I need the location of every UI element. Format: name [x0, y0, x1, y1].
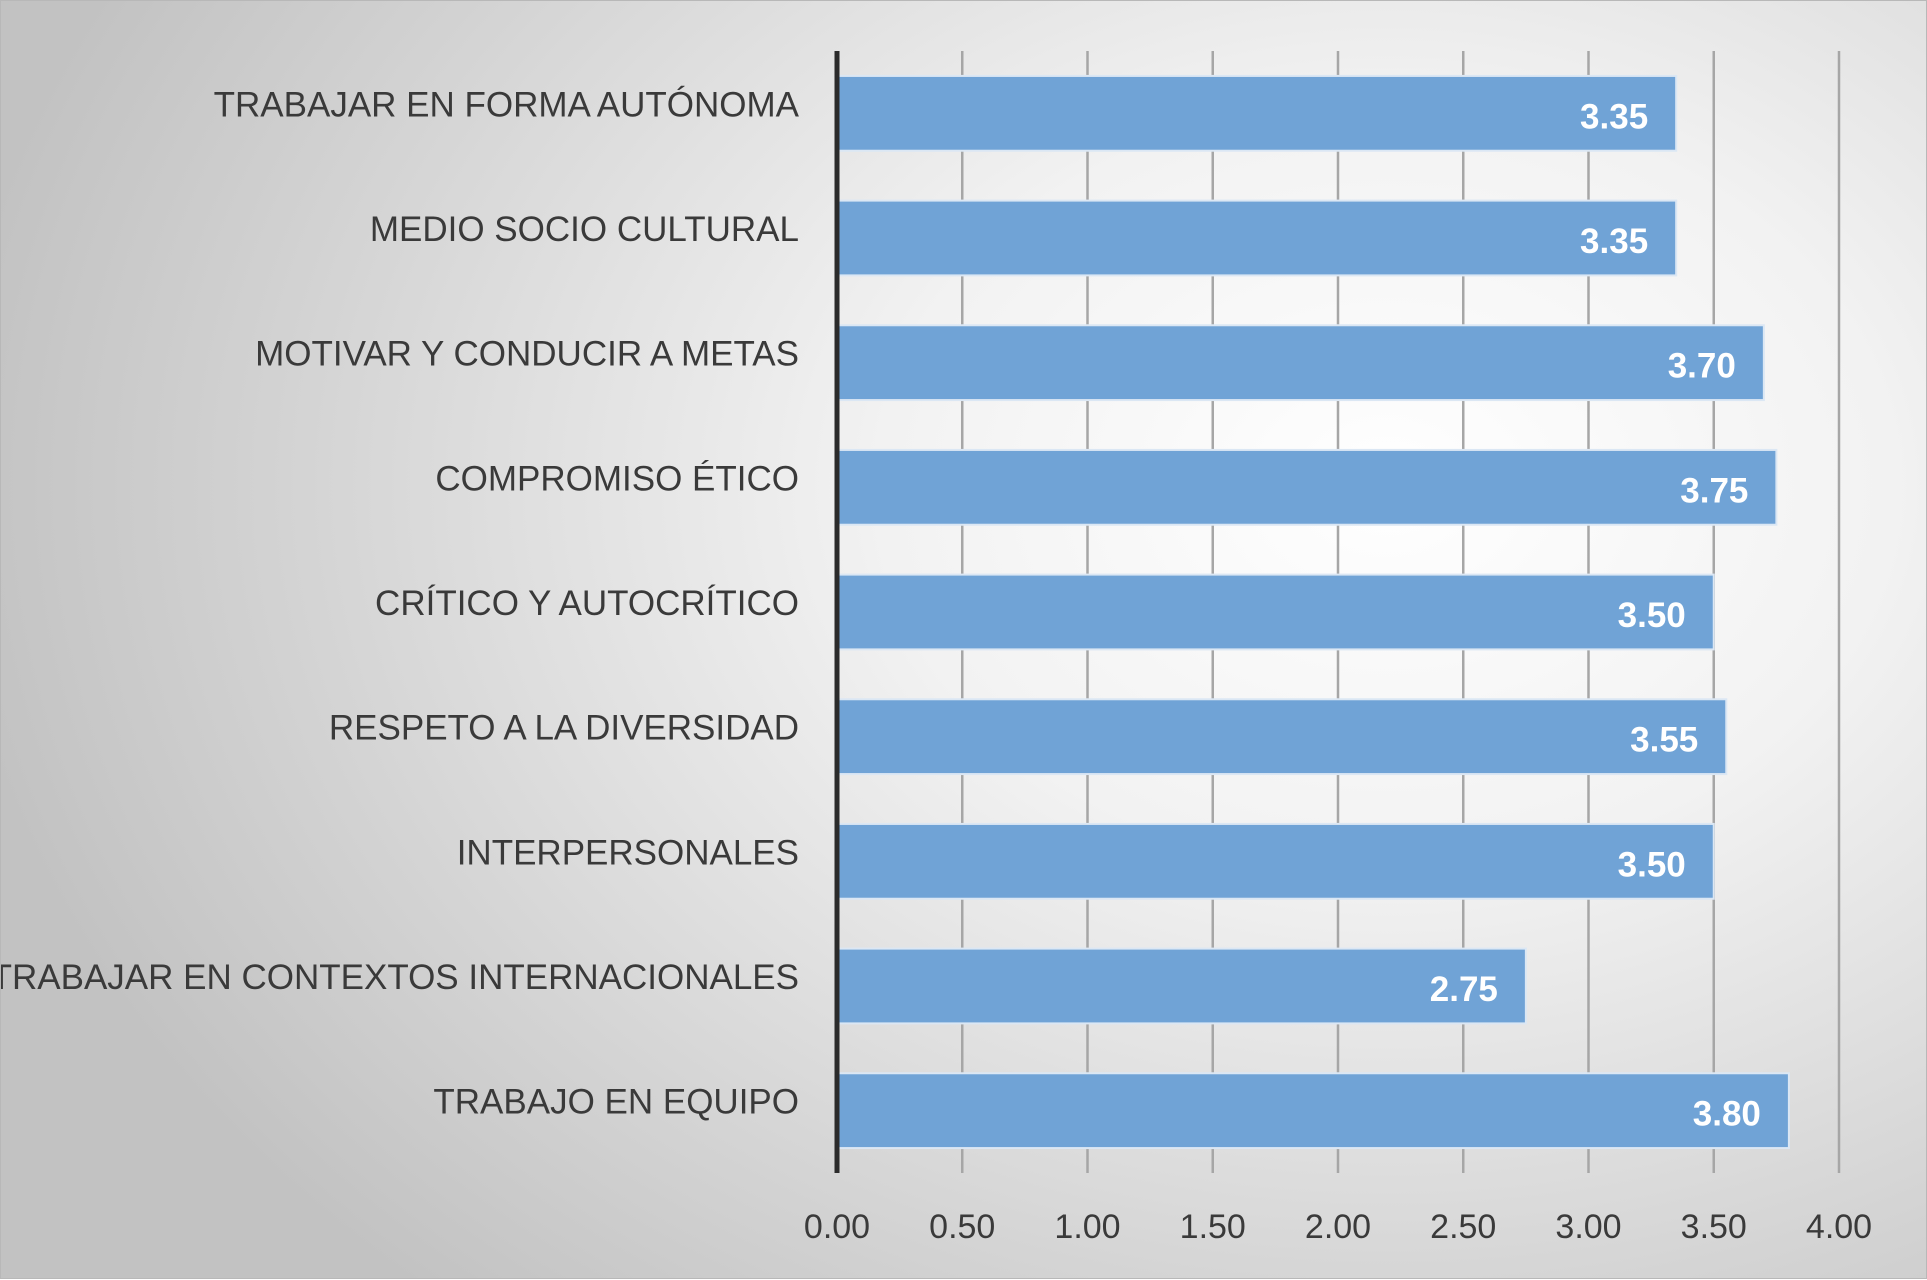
category-label: MEDIO SOCIO CULTURAL — [370, 210, 799, 249]
bar — [836, 324, 1765, 402]
bar-data-label: 3.70 — [1668, 347, 1736, 386]
x-tick-label: 4.00 — [1806, 1208, 1872, 1246]
category-label: MOTIVAR Y CONDUCIR A METAS — [255, 335, 799, 374]
bar — [836, 1072, 1790, 1150]
bar-data-label: 3.55 — [1630, 721, 1698, 760]
bar-data-label: 3.50 — [1618, 596, 1686, 635]
bar — [836, 74, 1678, 152]
category-label: INTERPERSONALES — [457, 833, 799, 872]
x-tick-label: 0.50 — [929, 1208, 995, 1246]
bar-data-label: 2.75 — [1430, 970, 1498, 1009]
bar-data-label: 3.35 — [1580, 222, 1648, 261]
x-tick-label: 3.00 — [1555, 1208, 1621, 1246]
x-tick-label: 1.50 — [1180, 1208, 1246, 1246]
bar-data-label: 3.80 — [1693, 1095, 1761, 1134]
category-label: COMPROMISO ÉTICO — [435, 459, 799, 498]
bar — [836, 573, 1715, 651]
value-axis-tick-labels: 0.00 0.50 1.00 1.50 2.00 2.50 3.00 3.50 4.00 — [804, 1208, 1872, 1246]
x-tick-label: 3.50 — [1681, 1208, 1747, 1246]
bar-data-label: 3.50 — [1618, 845, 1686, 884]
category-label: CRÍTICO Y AUTOCRÍTICO — [375, 584, 799, 623]
bar — [836, 199, 1678, 277]
x-tick-label: 2.50 — [1430, 1208, 1496, 1246]
x-tick-label: 2.00 — [1305, 1208, 1371, 1246]
category-label: RESPETO A LA DIVERSIDAD — [329, 709, 799, 748]
category-labels: TRABAJAR EN FORMA AUTÓNOMA MEDIO SOCIO CU… — [1, 85, 800, 1121]
data-labels: 3.35 3.35 3.70 3.75 3.50 3.55 3.50 2.75 3.80 — [1430, 97, 1761, 1133]
x-tick-label: 0.00 — [804, 1208, 870, 1246]
bar-data-label: 3.35 — [1580, 97, 1648, 136]
category-label: TRABAJAR EN FORMA AUTÓNOMA — [214, 85, 800, 124]
bar — [836, 448, 1778, 526]
x-tick-label: 1.00 — [1054, 1208, 1120, 1246]
bar — [836, 947, 1527, 1025]
category-label: TRABAJAR EN CONTEXTOS INTERNACIONALES — [1, 958, 799, 997]
bar — [836, 698, 1728, 776]
category-label: TRABAJO EN EQUIPO — [433, 1083, 799, 1122]
bar — [836, 822, 1715, 900]
bars — [836, 74, 1790, 1150]
bar-data-label: 3.75 — [1680, 471, 1748, 510]
